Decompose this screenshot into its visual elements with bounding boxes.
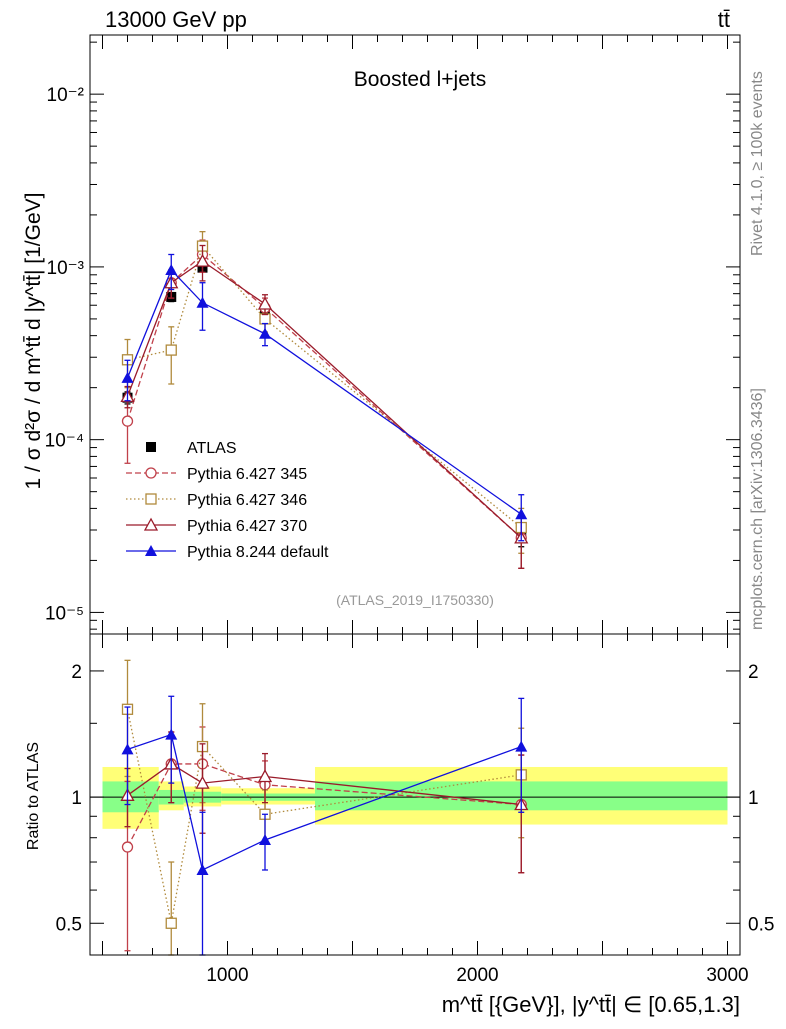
legend-label-py346: Pythia 6.427 346 (187, 492, 307, 509)
ratio-ylabel: Ratio to ATLAS (25, 742, 42, 850)
ratio-point-py8 (196, 863, 209, 875)
main-point-py8 (515, 508, 528, 520)
ratio-series-layer (120, 659, 529, 956)
ratio-xtick-label: 1000 (206, 965, 248, 986)
ratio-series-py345 (121, 726, 527, 952)
ratio-ytick-label-right: 2 (748, 662, 759, 683)
main-series-py370 (120, 244, 529, 569)
ratio-ytick-label: 2 (71, 662, 82, 683)
legend-label-atlas: ATLAS (187, 440, 237, 457)
legend-marker-py346 (145, 493, 157, 505)
main-series-atlas (122, 262, 527, 548)
main-ytick-label: 10⁻² (47, 85, 85, 106)
plot-title: Boosted l+jets (354, 68, 487, 91)
main-point-py8 (121, 371, 134, 383)
main-point-py370 (195, 253, 210, 267)
main-point-py8 (196, 296, 209, 308)
ratio-ytick-label-right: 0.5 (748, 914, 774, 935)
ratio-xtick-label: 3000 (706, 965, 748, 986)
main-axis-ticks: 10⁻² 10⁻³ 10⁻⁴ 10⁻⁵ (45, 35, 740, 634)
legend-marker-py345 (145, 467, 157, 479)
mcplots-label: mcplots.cern.ch [arXiv:1306.3436] (749, 388, 766, 630)
legend-marker-py370 (143, 517, 159, 531)
ratio-line-py346 (126, 709, 522, 924)
main-ylabel: 1 / σ d²σ / d m^tt̄ d |y^tt̄| [1/GeV] (22, 193, 45, 490)
main-point-py370 (257, 296, 273, 310)
main-point-py8 (165, 263, 178, 275)
main-series-layer (120, 230, 529, 569)
ratio-bands (102, 766, 728, 829)
ratio-frame (89, 633, 741, 956)
ratio-point-py370 (195, 775, 210, 789)
ratio-point-py345 (121, 841, 134, 853)
ratio-ytick-label: 0.5 (56, 914, 82, 935)
legend-entry-atlas: ATLAS (146, 440, 237, 457)
main-ytick-label: 10⁻⁴ (45, 431, 84, 452)
ratio-point-py346 (165, 917, 177, 929)
ratio-point-py8 (259, 834, 271, 846)
legend-label-py345: Pythia 6.427 345 (187, 466, 307, 483)
ratio-ytick-label: 1 (71, 788, 82, 809)
ratio-series-py8 (121, 695, 528, 956)
legend-entry-py345: Pythia 6.427 345 (126, 466, 307, 483)
legend-entry-py8: Pythia 8.244 default (126, 544, 329, 561)
ratio-point-py8 (121, 743, 134, 755)
main-series-py8 (121, 253, 528, 542)
main-point-py346 (165, 344, 177, 356)
legend-entry-py370: Pythia 6.427 370 (126, 517, 307, 535)
process-label: tt̄ (718, 7, 730, 32)
main-series-py345 (121, 239, 527, 569)
ratio-xtick-label: 2000 (456, 965, 498, 986)
legend-marker-py8 (145, 545, 157, 556)
energy-label: 13000 GeV pp (105, 7, 247, 32)
legend-marker-atlas (146, 442, 156, 452)
main-point-py345 (121, 415, 134, 427)
ratio-ytick-label-right: 1 (748, 788, 759, 809)
ratio-axis-ticks: 0.5 0.5 1 1 2 2 1000 2000 3000 (56, 634, 774, 986)
legend-entry-py346: Pythia 6.427 346 (126, 492, 307, 509)
ratio-point-py8 (515, 740, 528, 752)
main-point-py346 (259, 313, 271, 325)
ratio-point-py8 (165, 728, 178, 740)
rivet-label: Rivet 4.1.0, ≥ 100k events (749, 71, 766, 256)
legend: ATLAS Pythia 6.427 345 Pythia 6.427 346 Pyt… (126, 440, 329, 561)
legend-label-py370: Pythia 6.427 370 (187, 518, 307, 535)
ratio-point-py370 (257, 769, 273, 783)
main-point-py8 (259, 327, 271, 339)
main-series-py346 (121, 230, 527, 554)
legend-label-py8: Pythia 8.244 default (187, 544, 329, 561)
ratio-xlabel: m^tt̄ [{GeV}], |y^tt̄| ∈ [0.65,1.3] (442, 992, 740, 1017)
main-ytick-label: 10⁻⁵ (45, 603, 84, 624)
main-ytick-label: 10⁻³ (47, 258, 85, 279)
analysis-id: (ATLAS_2019_I1750330) (336, 592, 494, 608)
